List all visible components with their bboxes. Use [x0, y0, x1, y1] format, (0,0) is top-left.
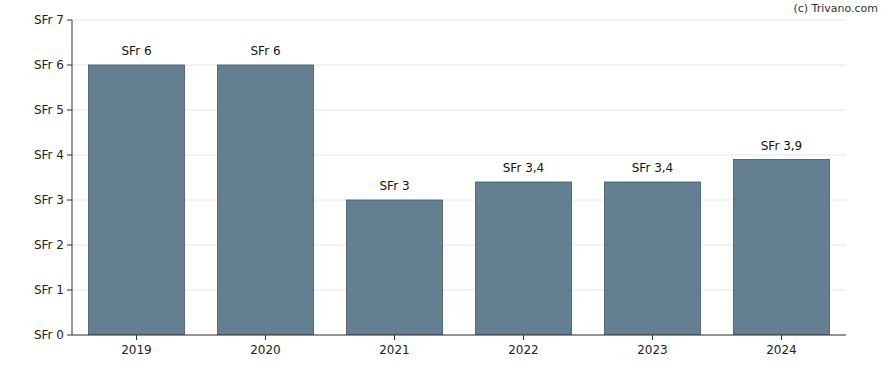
data-label: SFr 3,9 [761, 139, 802, 153]
data-label: SFr 3,4 [632, 161, 673, 175]
grid-line [72, 335, 846, 336]
grid-line [72, 200, 846, 201]
y-tick-label: SFr 6 [34, 58, 64, 72]
grid-line [72, 155, 846, 156]
bars [89, 65, 830, 335]
x-tick [523, 335, 524, 340]
grid-line [72, 245, 846, 246]
y-tick [67, 20, 72, 21]
x-axis [72, 335, 846, 336]
data-label: SFr 3 [379, 179, 409, 193]
grid-line [72, 65, 846, 66]
y-tick-label: SFr 2 [34, 238, 64, 252]
y-tick-label: SFr 7 [34, 13, 64, 27]
x-tick-label: 2019 [121, 343, 152, 357]
y-tick-label: SFr 1 [34, 283, 64, 297]
x-tick [652, 335, 653, 340]
y-tick [67, 245, 72, 246]
grid-line [72, 20, 846, 21]
y-tick [67, 110, 72, 111]
bar [476, 182, 572, 335]
y-tick [67, 290, 72, 291]
x-tick [136, 335, 137, 340]
x-tick [394, 335, 395, 340]
x-tick-label: 2024 [766, 343, 797, 357]
y-tick [67, 200, 72, 201]
bar [347, 200, 443, 335]
y-tick-label: SFr 0 [34, 328, 64, 342]
data-label: SFr 3,4 [503, 161, 544, 175]
chart: SFr 0 SFr 1 SFr 2 SFr 3 SFr 4 SFr 5 SFr 6 SFr 7… [0, 0, 888, 370]
y-tick [67, 155, 72, 156]
y-tick-label: SFr 3 [34, 193, 64, 207]
x-tick [265, 335, 266, 340]
grid-line [72, 290, 846, 291]
x-tick-label: 2020 [250, 343, 281, 357]
y-axis [72, 20, 73, 335]
data-label: SFr 6 [250, 44, 280, 58]
y-tick [67, 65, 72, 66]
y-tick-label: SFr 4 [34, 148, 64, 162]
bar [89, 65, 185, 335]
bar [734, 160, 830, 336]
x-tick-label: 2021 [379, 343, 410, 357]
annotation: (c) Trivano.com [793, 2, 878, 15]
y-tick-label: SFr 5 [34, 103, 64, 117]
y-tick [67, 335, 72, 336]
bar [218, 65, 314, 335]
bar [605, 182, 701, 335]
data-label: SFr 6 [121, 44, 151, 58]
grid-line [72, 110, 846, 111]
x-tick [781, 335, 782, 340]
x-tick-label: 2022 [508, 343, 539, 357]
x-tick-label: 2023 [637, 343, 668, 357]
